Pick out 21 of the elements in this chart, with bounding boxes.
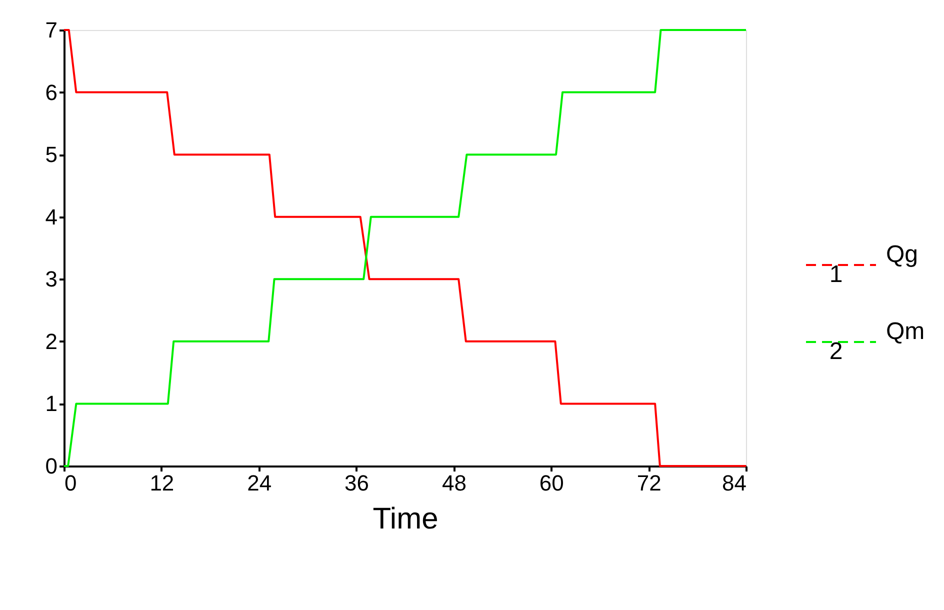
x-tick-label: 12: [150, 470, 174, 496]
y-tick-label: 1: [45, 391, 58, 416]
x-tick-label: 48: [442, 470, 466, 496]
x-tick-label: 36: [344, 470, 370, 496]
x-tick-label: 0: [64, 470, 77, 496]
y-tick-label: 5: [45, 142, 58, 168]
text: 1: [829, 261, 843, 288]
x-tick-label: 84: [722, 470, 746, 496]
y-tick-label: 2: [45, 328, 58, 354]
legend-label: Qm: [886, 318, 925, 345]
x-axis-title: Time: [372, 502, 438, 536]
x-tick-label: 24: [247, 470, 272, 496]
y-tick-label: 0: [45, 454, 58, 478]
y-tick-label: 3: [45, 266, 58, 292]
y-tick-label: 7: [45, 18, 58, 42]
x-tick-label: 60: [539, 470, 564, 496]
text: 2: [829, 338, 843, 365]
y-tick-label: 6: [45, 80, 58, 105]
x-tick-label: 72: [636, 470, 662, 496]
y-tick-label: 4: [45, 204, 58, 230]
legend-label: Qg: [886, 241, 918, 268]
